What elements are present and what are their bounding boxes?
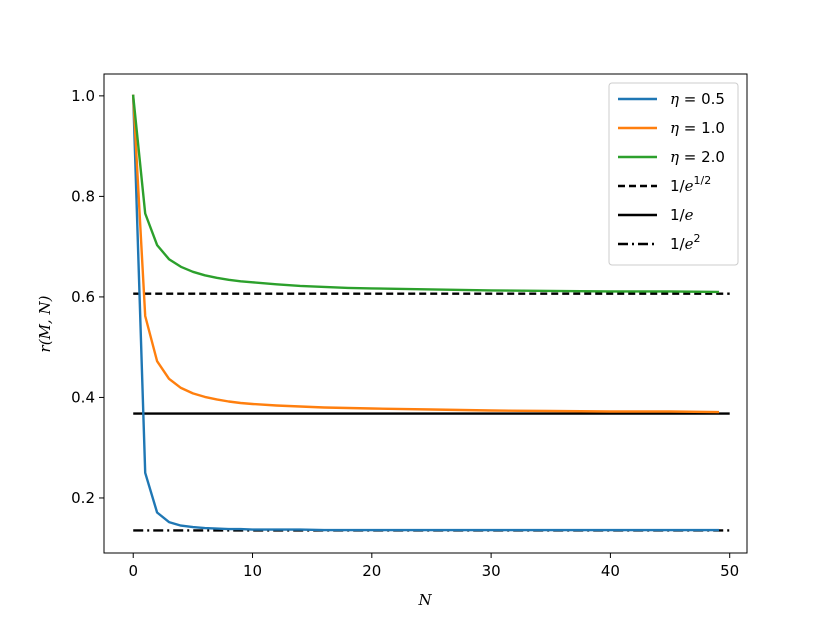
axes: 0 10 20 30 40 50 0.2 0.4 0.6 0.8 1.0 — [71, 73, 748, 580]
legend-label-symbol: η — [670, 119, 679, 137]
series-line-1 — [131, 94, 720, 414]
x-tick-label: 20 — [362, 562, 381, 580]
axes-frame — [103, 73, 748, 554]
x-tick-label: 30 — [482, 562, 501, 580]
legend-label-exponent: 1/2 — [694, 174, 712, 187]
legend-entry-2: η = 2.0 — [670, 148, 725, 166]
legend-label-exponent: 2 — [694, 232, 701, 245]
plot-area — [131, 94, 730, 532]
y-tick-label: 0.6 — [71, 288, 95, 306]
legend-label-value: = 2.0 — [679, 148, 725, 166]
x-tick-label: 40 — [601, 562, 620, 580]
legend-label-symbol: η — [670, 90, 679, 108]
x-axis-label: N — [417, 591, 432, 609]
legend-label-prefix: 1/ — [670, 177, 686, 195]
legend-entry-4: 1/e — [670, 206, 694, 224]
series-line-2 — [131, 94, 720, 294]
legend-entry-0: η = 0.5 — [670, 90, 725, 108]
legend-label-prefix: 1/ — [670, 206, 686, 224]
series-line-0 — [131, 94, 719, 532]
x-tick-label: 50 — [720, 562, 739, 580]
legend-label-value: = 0.5 — [679, 90, 725, 108]
legend-entry-3: 1/e1/2 — [670, 174, 711, 195]
y-tick-label: 0.8 — [71, 187, 95, 205]
x-tick-label: 10 — [243, 562, 262, 580]
legend-label-symbol: η — [670, 148, 679, 166]
legend-label-base: e — [685, 206, 694, 224]
y-tick-label: 1.0 — [71, 87, 95, 105]
y-axis-label: r(M, N) — [36, 295, 54, 352]
y-tick-label: 0.2 — [71, 489, 95, 507]
legend-entry-5: 1/e2 — [670, 232, 701, 253]
legend-label-value: = 1.0 — [679, 119, 725, 137]
y-tick-label: 0.4 — [71, 388, 95, 406]
legend: η = 0.5η = 1.0η = 2.01/e1/21/e1/e2 — [608, 82, 739, 266]
legend-label-base: e — [685, 177, 694, 195]
legend-label-prefix: 1/ — [670, 235, 686, 253]
x-tick-label: 0 — [128, 562, 138, 580]
legend-entry-1: η = 1.0 — [670, 119, 725, 137]
legend-label-base: e — [685, 235, 694, 253]
